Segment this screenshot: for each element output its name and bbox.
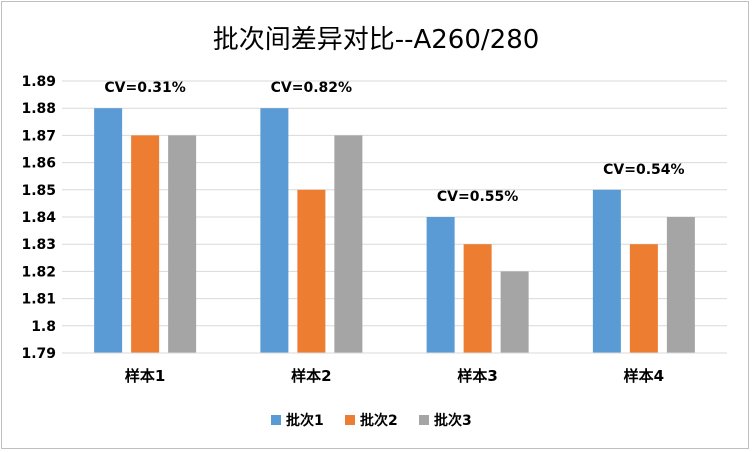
bar-3-series-2 bbox=[463, 244, 492, 353]
y-tick-label: 1.88 bbox=[21, 101, 56, 117]
cv-annotation: CV=0.54% bbox=[603, 162, 684, 178]
chart-title: 批次间差异对比--A260/280 bbox=[213, 25, 540, 55]
bar-1-series-1 bbox=[94, 108, 123, 353]
x-axis-tick-labels: 样本1 样本2 样本3 样本4 bbox=[125, 367, 664, 385]
x-tick-label: 样本3 bbox=[457, 367, 497, 385]
y-axis-tick-labels: 1.89 1.88 1.87 1.86 1.85 1.84 1.83 1.82 1.81 1.8 1… bbox=[21, 74, 56, 362]
cv-annotation: CV=0.82% bbox=[271, 80, 352, 96]
y-tick-label: 1.81 bbox=[21, 292, 56, 308]
bars bbox=[94, 108, 695, 353]
bar-2-series-3 bbox=[334, 135, 363, 353]
bar-1-series-3 bbox=[168, 135, 197, 353]
bar-4-series-1 bbox=[592, 189, 621, 353]
y-tick-label: 1.82 bbox=[21, 264, 56, 280]
grid-lines bbox=[62, 80, 727, 354]
bar-1-series-2 bbox=[131, 135, 160, 353]
legend: 批次1 批次2 批次3 bbox=[271, 412, 472, 429]
y-tick-label: 1.83 bbox=[21, 237, 56, 253]
x-tick-label: 样本1 bbox=[125, 367, 165, 385]
bar-4-series-2 bbox=[629, 244, 658, 353]
cv-annotations: CV=0.31% CV=0.82% CV=0.55% CV=0.54% bbox=[104, 80, 684, 205]
y-tick-label: 1.85 bbox=[21, 183, 56, 199]
x-tick-label: 样本4 bbox=[624, 367, 664, 385]
legend-swatch bbox=[345, 415, 355, 425]
bar-3-series-3 bbox=[500, 271, 529, 353]
cv-annotation: CV=0.31% bbox=[104, 80, 185, 96]
x-tick-label: 样本2 bbox=[291, 367, 331, 385]
y-tick-label: 1.86 bbox=[21, 156, 56, 172]
legend-label: 批次2 bbox=[360, 412, 398, 429]
legend-swatch bbox=[271, 415, 281, 425]
legend-label: 批次1 bbox=[286, 412, 324, 429]
bar-2-series-2 bbox=[297, 189, 326, 353]
y-tick-label: 1.79 bbox=[21, 346, 56, 362]
y-tick-label: 1.84 bbox=[21, 210, 56, 226]
bar-3-series-1 bbox=[426, 217, 455, 353]
y-tick-label: 1.8 bbox=[31, 319, 56, 335]
bar-4-series-3 bbox=[666, 217, 695, 353]
y-tick-label: 1.87 bbox=[21, 128, 56, 144]
y-tick-label: 1.89 bbox=[21, 74, 56, 90]
cv-annotation: CV=0.55% bbox=[437, 189, 518, 205]
legend-swatch bbox=[419, 415, 429, 425]
legend-label: 批次3 bbox=[434, 412, 472, 429]
bar-2-series-1 bbox=[260, 108, 289, 353]
